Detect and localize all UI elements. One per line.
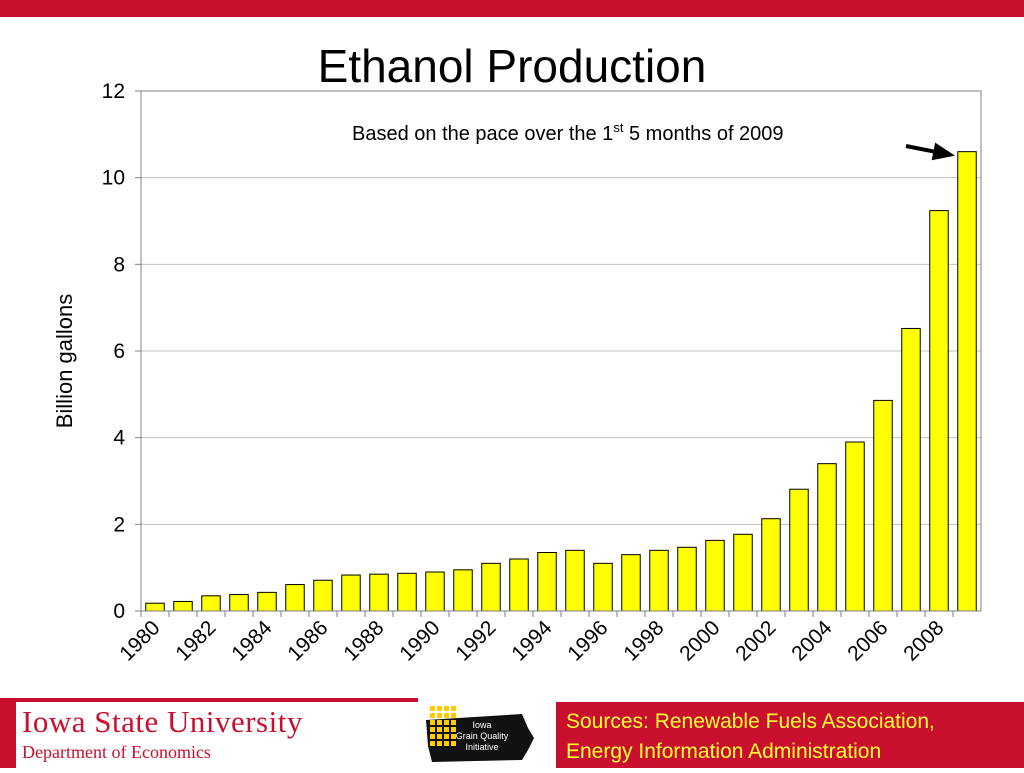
- bar-2001: [733, 533, 753, 612]
- bar-1996: [593, 562, 613, 612]
- bar-1993: [509, 558, 529, 612]
- x-tick-label: 1992: [451, 616, 500, 665]
- y-tick-label: 2: [113, 513, 125, 536]
- sources-line-2: Energy Information Administration: [566, 740, 882, 763]
- bar-1991: [453, 569, 473, 612]
- x-tick-label: 2008: [899, 616, 948, 665]
- isu-red-top-bar: [0, 698, 418, 702]
- y-tick-labels: 0 2 4 6 8 10 12: [102, 80, 141, 623]
- bar-1998: [649, 549, 669, 612]
- y-tick-label: 10: [102, 167, 125, 190]
- top-red-bar: [0, 0, 1024, 17]
- university-name: Iowa State University: [22, 704, 303, 739]
- bar-1985: [285, 584, 305, 612]
- x-tick-label: 1990: [395, 616, 444, 665]
- bar-1982: [201, 595, 221, 612]
- sources-line-1: Sources: Renewable Fuels Association,: [566, 710, 935, 733]
- bar-1988: [369, 573, 389, 612]
- bar-1989: [397, 572, 417, 612]
- logo-text-3: Initiative: [465, 742, 498, 752]
- x-tick-label: 1980: [115, 616, 164, 665]
- x-tick-labels: 1980 1982 1984 1986 1988 1990 1992 1994 1996 1998…: [115, 611, 954, 666]
- x-tick-label: 2006: [843, 616, 892, 665]
- bars: [145, 151, 977, 612]
- bar-1997: [621, 554, 641, 612]
- bar-1987: [341, 574, 361, 612]
- annotation-text: Based on the pace over the 1st 5 months …: [352, 120, 784, 145]
- bar-1994: [537, 552, 557, 612]
- x-tick-label: 1984: [227, 616, 277, 666]
- bar-1981: [173, 600, 193, 612]
- bar-2009: [957, 151, 977, 612]
- annotation-arrowhead: [931, 142, 955, 161]
- x-tick-label: 1996: [563, 616, 612, 665]
- sources-box: Sources: Renewable Fuels Association, En…: [556, 702, 1024, 768]
- x-tick-label: 1988: [339, 616, 388, 665]
- y-axis-label: Billion gallons: [52, 294, 77, 429]
- iowa-map-icon: Iowa Grain Quality Initiative: [426, 706, 534, 762]
- bar-2000: [705, 539, 725, 612]
- x-tick-label: 2000: [675, 616, 724, 665]
- x-tick-label: 1998: [619, 616, 668, 665]
- isu-red-left-bar: [0, 698, 16, 768]
- x-tick-label: 2002: [731, 616, 780, 665]
- annotation-arrow: [905, 144, 934, 154]
- bar-2006: [873, 399, 893, 612]
- bar-1984: [257, 591, 277, 612]
- bar-1999: [677, 546, 697, 612]
- bar-1980: [145, 602, 165, 612]
- y-tick-label: 8: [113, 253, 125, 276]
- bar-2004: [817, 463, 837, 612]
- bar-1992: [481, 562, 501, 612]
- y-tick-label: 12: [102, 80, 125, 103]
- isu-wordmark-block: Iowa State University Department of Econ…: [0, 698, 418, 768]
- x-tick-label: 2004: [787, 616, 837, 666]
- logo-text-2: Grain Quality: [456, 731, 509, 741]
- bar-2007: [901, 327, 921, 612]
- x-tick-label: 1986: [283, 616, 332, 665]
- x-tick-label: 1982: [171, 616, 220, 665]
- y-tick-label: 4: [113, 427, 125, 450]
- bar-2003: [789, 488, 809, 612]
- y-tick-label: 0: [113, 600, 125, 623]
- bar-2002: [761, 518, 781, 612]
- footer: Iowa State University Department of Econ…: [0, 698, 1024, 768]
- bar-1990: [425, 571, 445, 612]
- chart-title: Ethanol Production: [317, 40, 707, 92]
- department-name: Department of Economics: [22, 742, 211, 762]
- bar-1995: [565, 549, 585, 612]
- bar-2005: [845, 441, 865, 612]
- grain-quality-logo: Iowa Grain Quality Initiative: [418, 698, 554, 768]
- y-tick-label: 6: [113, 340, 125, 363]
- plot-frame: [140, 90, 982, 612]
- grid-lines: [141, 177, 981, 525]
- x-tick-label: 1994: [507, 616, 557, 666]
- bar-2008: [929, 210, 949, 612]
- logo-text-1: Iowa: [472, 720, 491, 730]
- bar-1983: [229, 594, 249, 612]
- bar-1986: [313, 579, 333, 612]
